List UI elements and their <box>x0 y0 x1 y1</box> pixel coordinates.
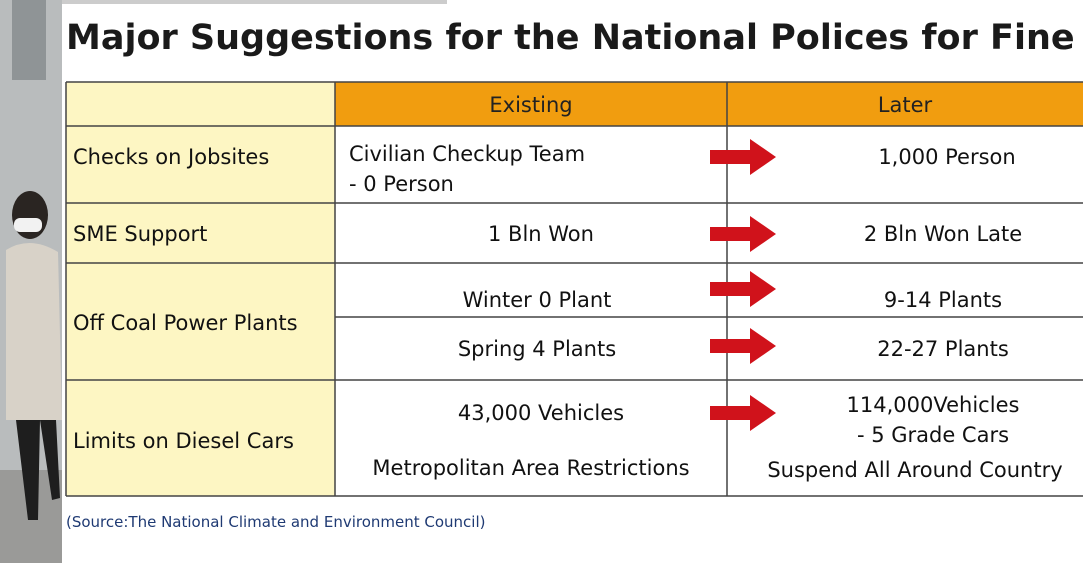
top-bar <box>62 0 447 4</box>
row-label: SME Support <box>73 222 208 246</box>
arrow <box>710 139 776 175</box>
label-column <box>66 82 335 496</box>
arrow <box>710 271 776 307</box>
cell: 2 Bln Won Late <box>863 222 1023 246</box>
row-label: Off Coal Power Plants <box>73 311 298 335</box>
cell: Spring 4 Plants <box>457 337 617 361</box>
cell: 114,000Vehicles <box>846 393 1020 417</box>
cell: 9-14 Plants <box>883 288 1003 312</box>
photo-mask <box>14 218 42 232</box>
cell: 1,000 Person <box>878 145 1016 169</box>
cell: Metropolitan Area Restrictions <box>372 456 690 480</box>
cell: - 0 Person <box>349 172 454 196</box>
arrow <box>710 328 776 364</box>
header-cell: Later <box>877 93 933 117</box>
cell: - 5 Grade Cars <box>856 423 1010 447</box>
cell: Suspend All Around Country <box>767 458 1063 482</box>
row-label: Checks on Jobsites <box>73 145 270 169</box>
photo-legs <box>16 420 60 520</box>
arrow <box>710 395 776 431</box>
title: Major Suggestions for the National Polic… <box>66 18 1083 58</box>
header-row <box>335 82 1083 126</box>
cell: 22-27 Plants <box>877 337 1009 361</box>
photo-sign <box>12 0 46 80</box>
header-cell: Existing <box>489 93 573 117</box>
cell: Civilian Checkup Team <box>349 142 586 166</box>
source-note: (Source:The National Climate and Environ… <box>66 513 486 531</box>
arrows <box>710 139 776 431</box>
table-lines <box>65 81 1083 497</box>
arrow <box>710 216 776 252</box>
cell: Winter 0 Plant <box>462 288 612 312</box>
photo-coat <box>6 242 62 420</box>
cell: 43,000 Vehicles <box>457 401 625 425</box>
row-label: Limits on Diesel Cars <box>73 429 294 453</box>
cell: 1 Bln Won <box>488 222 594 246</box>
